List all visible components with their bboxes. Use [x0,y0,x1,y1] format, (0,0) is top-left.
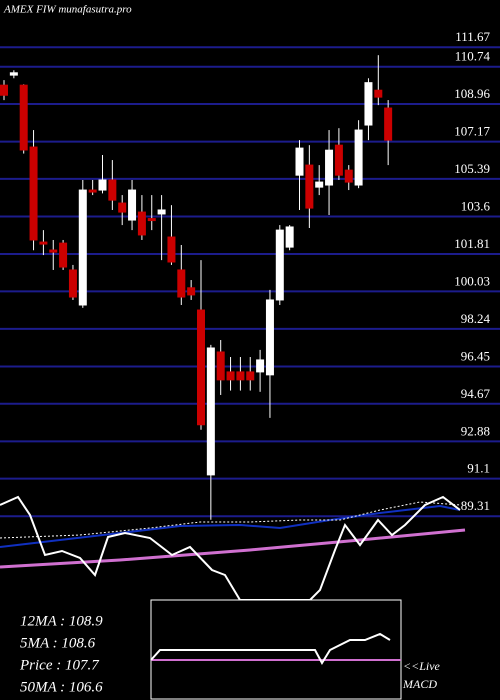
macd-line [150,632,391,666]
candle-body [39,241,48,245]
stat-50ma: 50MA : 106.6 [20,679,103,695]
candle-body [187,287,196,296]
candle-body [157,209,166,215]
y-tick-label: 108.96 [454,86,490,101]
y-tick-label: 98.24 [461,311,491,326]
candle-body [334,144,343,176]
candle-body [206,347,215,476]
candle-body [315,181,324,188]
candle-body [226,371,235,381]
candle-body [19,84,28,151]
y-tick-label: 89.31 [461,498,490,513]
candle-body [364,82,373,126]
candle-body [29,146,38,241]
candle-body [118,202,127,213]
candle-body [246,371,255,381]
stat-price: Price : 107.7 [19,657,100,673]
y-tick-label: 94.67 [461,386,491,401]
y-tick-label: 103.6 [461,198,491,213]
y-tick-label: 100.03 [454,273,490,288]
candle-body [177,269,186,298]
candle-body [384,107,393,141]
candle-body [275,229,284,301]
y-tick-label: 105.39 [454,161,490,176]
candle-body [325,149,334,186]
candle-body [374,89,383,98]
macd-label: MACD [402,677,437,691]
chart-title: AMEX FIW munafasutra.pro [3,4,132,16]
candle-body [285,226,294,248]
live-label: <<Live [403,659,441,673]
candle-body [68,269,77,298]
y-tick-label: 96.45 [461,348,490,363]
candle-body [216,351,225,381]
stat-5ma: 5MA : 108.6 [20,635,96,651]
candle-body [78,189,87,306]
candle-body [137,211,146,236]
candle-body [305,164,314,209]
stat-12ma: 12MA : 108.9 [20,613,103,629]
candle-body [265,299,274,376]
candle-body [59,242,68,268]
candle-body [108,179,117,201]
candle-body [236,371,245,381]
y-tick-label: 111.67 [455,29,490,44]
candle-body [197,309,205,426]
y-tick-label: 91.1 [467,461,490,476]
y-tick-label: 107.17 [454,124,490,139]
candle-body [167,236,176,263]
candle-body [0,84,8,96]
y-tick-label: 92.88 [461,423,490,438]
candle-body [295,147,304,176]
candle-body [49,249,58,253]
candle-body [344,169,353,183]
candle-body [128,189,137,221]
ma-line-mid [0,504,461,548]
candle-body [98,179,107,191]
candle-body [147,218,156,222]
candle-body [9,72,18,76]
candle-body [354,129,363,186]
ma-line-long [0,528,466,569]
indicator-line [0,495,461,601]
y-tick-label: 101.81 [454,236,490,251]
y-tick-label: 110.74 [455,49,491,64]
candle-body [88,189,97,193]
candle-body [256,359,265,373]
